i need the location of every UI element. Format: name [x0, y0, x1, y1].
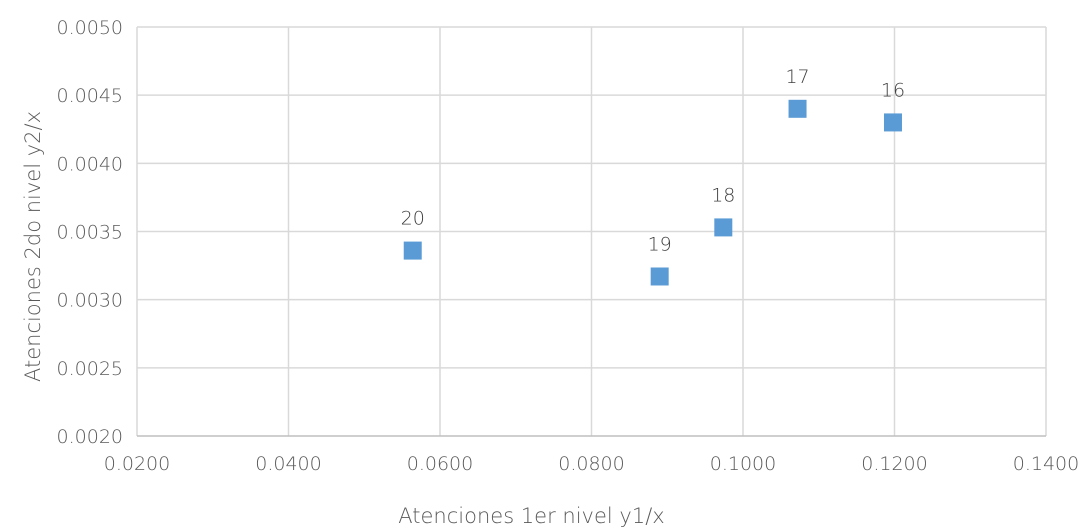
y-tick-label: 0.0020 [57, 426, 123, 448]
data-point-marker [883, 113, 902, 132]
data-point-label: 18 [711, 184, 735, 206]
data-point-label: 17 [785, 66, 809, 88]
data-point-label: 19 [648, 233, 672, 255]
x-axis-title: Atenciones 1er nivel y1/x [398, 504, 664, 528]
y-tick-label: 0.0050 [57, 17, 123, 39]
data-point-marker [403, 241, 422, 260]
y-tick-label: 0.0035 [57, 222, 123, 244]
data-points: 20 19 18 17 16 [401, 66, 905, 286]
y-tick-label: 0.0030 [57, 290, 123, 312]
x-tick-label: 0.1200 [861, 453, 927, 475]
x-tick-label: 0.1000 [710, 453, 776, 475]
data-point-label: 20 [401, 208, 425, 230]
x-tick-label: 0.0400 [255, 453, 321, 475]
x-tick-label: 0.0800 [558, 453, 624, 475]
y-tick-label: 0.0040 [57, 153, 123, 175]
data-point-label: 16 [881, 79, 905, 101]
data-point-marker [788, 99, 807, 118]
y-axis-title: Atenciones 2do nivel y2/x [21, 111, 45, 382]
data-point-marker [650, 267, 669, 286]
gridlines [136, 26, 1047, 437]
x-tick-label: 0.0600 [407, 453, 473, 475]
y-tick-label: 0.0045 [57, 85, 123, 107]
x-tick-label: 0.0200 [104, 453, 170, 475]
y-tick-label: 0.0025 [57, 358, 123, 380]
x-tick-label: 0.1400 [1013, 453, 1079, 475]
y-axis-ticks: 0.0020 0.0025 0.0030 0.0035 0.0040 0.0045 0.00… [57, 17, 123, 448]
data-point-marker [714, 218, 733, 237]
x-axis-ticks: 0.0200 0.0400 0.0600 0.0800 0.1000 0.1200 0.14… [104, 453, 1079, 475]
